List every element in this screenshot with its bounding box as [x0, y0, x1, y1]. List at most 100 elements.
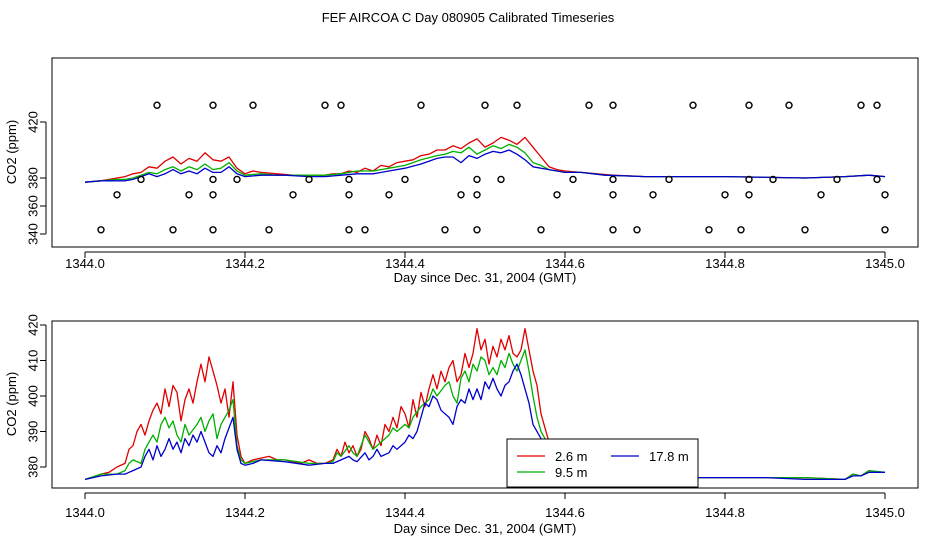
legend: 2.6 m 9.5 m 17.8 m — [506, 438, 699, 488]
bottom-plot-frame — [51, 320, 919, 489]
legend-label-17-8m: 17.8 m — [649, 449, 689, 464]
bot-x-tick-label-1344-4: 1344.4 — [385, 505, 425, 520]
top-marker-point — [569, 175, 577, 184]
top-marker-point — [457, 191, 465, 199]
top-marker-point — [785, 101, 793, 109]
top-marker-point — [233, 175, 241, 184]
top-series-line-9-5m — [84, 143, 886, 183]
top-marker-point — [265, 226, 273, 234]
top-marker-point — [209, 226, 217, 234]
top-x-tick-label-1344-8: 1344.8 — [705, 256, 745, 271]
top-marker-point — [857, 101, 865, 109]
top-y-axis: 340 360 380 420 — [25, 111, 47, 245]
bottom-panel: 1344.0 1344.2 1344.4 1344.6 1344.8 1345.0 380… — [4, 314, 919, 536]
bot-y-tick-label-400: 400 — [25, 385, 40, 407]
top-marker-point — [513, 101, 521, 109]
bottom-x-axis: 1344.0 1344.2 1344.4 1344.6 1344.8 1345.0 — [65, 492, 905, 520]
bottom-y-axis-label: CO2 (ppm) — [4, 372, 19, 436]
top-marker-point — [481, 101, 489, 109]
bot-series-line-9-5m — [84, 349, 886, 481]
legend-label-2-6m: 2.6 m — [555, 449, 588, 464]
top-marker-point — [745, 101, 753, 109]
top-marker-point — [801, 226, 809, 234]
top-marker-point — [345, 226, 353, 234]
top-marker-point — [817, 191, 825, 199]
top-marker-point — [473, 226, 481, 234]
legend-label-9-5m: 9.5 m — [555, 465, 588, 480]
top-marker-point — [345, 175, 353, 184]
top-marker-point — [401, 175, 409, 184]
top-marker-point — [609, 191, 617, 199]
top-marker-point — [361, 226, 369, 234]
top-y-tick-label-380: 380 — [25, 167, 40, 189]
bot-x-tick-label-1344-6: 1344.6 — [545, 505, 585, 520]
top-marker-point — [97, 226, 105, 234]
top-x-axis: 1344.0 1344.2 1344.4 1344.6 1344.8 1345.0 — [65, 251, 905, 271]
top-x-axis-label: Day since Dec. 31, 2004 (GMT) — [394, 270, 577, 285]
top-marker-point — [881, 226, 889, 234]
top-marker-point — [665, 175, 673, 184]
bot-x-tick-label-1345-0: 1345.0 — [865, 505, 905, 520]
top-marker-point — [345, 191, 353, 199]
top-marker-point — [745, 191, 753, 199]
top-panel: 1344.0 1344.2 1344.4 1344.6 1344.8 1345.0 340… — [4, 57, 919, 285]
bottom-x-axis-label: Day since Dec. 31, 2004 (GMT) — [394, 521, 577, 536]
top-marker-point — [609, 175, 617, 184]
bottom-series-group — [84, 327, 886, 481]
top-y-tick-label-360: 360 — [25, 195, 40, 217]
top-marker-point — [769, 175, 777, 184]
top-marker-point — [305, 175, 313, 184]
top-marker-point — [321, 101, 329, 109]
top-marker-point — [185, 191, 193, 199]
top-marker-point — [609, 226, 617, 234]
top-marker-point — [873, 175, 881, 184]
top-marker-point — [385, 191, 393, 199]
top-plot-frame — [51, 57, 919, 248]
top-marker-point — [873, 101, 881, 109]
top-marker-point — [689, 101, 697, 109]
top-marker-point — [209, 191, 217, 199]
top-marker-point — [705, 226, 713, 234]
top-marker-point — [153, 101, 161, 109]
top-marker-point — [473, 175, 481, 184]
top-marker-point — [745, 175, 753, 184]
top-marker-point — [417, 101, 425, 109]
bot-y-tick-label-420: 420 — [25, 314, 40, 336]
top-marker-point — [169, 226, 177, 234]
top-x-tick-label-1345-0: 1345.0 — [865, 256, 905, 271]
top-y-tick-label-420: 420 — [25, 111, 40, 133]
top-marker-point — [585, 101, 593, 109]
top-marker-point — [497, 175, 505, 184]
top-marker-point — [249, 101, 257, 109]
top-marker-point — [289, 191, 297, 199]
top-series-line-2-6m — [84, 136, 886, 183]
bot-x-tick-label-1344-0: 1344.0 — [65, 505, 105, 520]
top-marker-point — [209, 101, 217, 109]
top-marker-point — [113, 191, 121, 199]
top-marker-point — [537, 226, 545, 234]
top-marker-point — [473, 191, 481, 199]
legend-box — [506, 438, 699, 488]
top-marker-point — [441, 226, 449, 234]
top-marker-point — [209, 175, 217, 184]
top-x-tick-label-1344-2: 1344.2 — [225, 256, 265, 271]
figure-title: FEF AIRCOA C Day 080905 Calibrated Times… — [322, 10, 615, 25]
top-marker-point — [881, 191, 889, 199]
bottom-y-axis: 380 390 400 410 420 — [25, 314, 47, 478]
top-marker-point — [737, 226, 745, 234]
top-x-tick-label-1344-4: 1344.4 — [385, 256, 425, 271]
top-y-axis-label: CO2 (ppm) — [4, 120, 19, 184]
top-marker-point — [649, 191, 657, 199]
bot-x-tick-label-1344-8: 1344.8 — [705, 505, 745, 520]
bot-y-tick-label-390: 390 — [25, 421, 40, 443]
top-marker-point — [721, 191, 729, 199]
top-marker-group — [97, 101, 889, 234]
bot-y-tick-label-380: 380 — [25, 456, 40, 478]
bot-y-tick-label-410: 410 — [25, 350, 40, 372]
top-marker-point — [833, 175, 841, 184]
top-series-group — [84, 136, 886, 183]
top-x-tick-label-1344-6: 1344.6 — [545, 256, 585, 271]
bot-series-line-2-6m — [84, 327, 885, 481]
top-marker-point — [137, 175, 145, 184]
